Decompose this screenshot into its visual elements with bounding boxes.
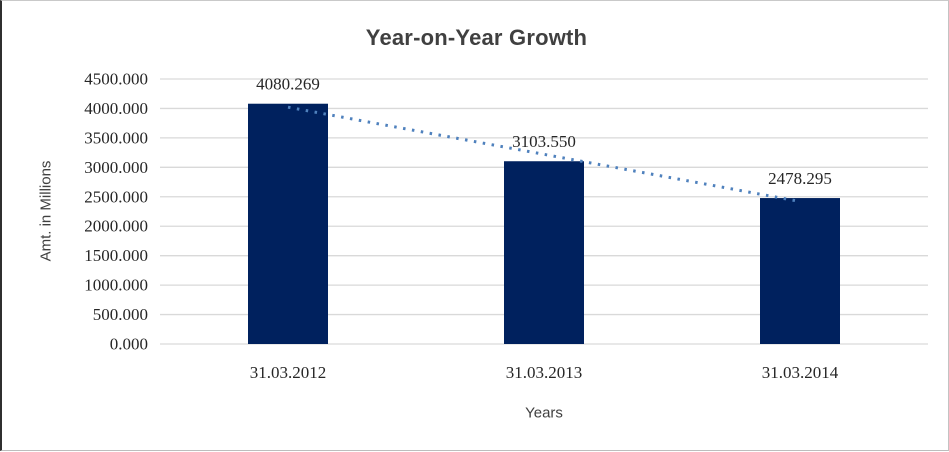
y-tick-label: 3000.000	[84, 158, 148, 177]
y-tick-label: 500.000	[93, 305, 148, 324]
y-tick-label: 0.000	[110, 335, 148, 354]
y-tick-label: 1000.000	[84, 276, 148, 295]
x-tick-label: 31.03.2013	[506, 363, 583, 382]
bar	[760, 198, 840, 344]
x-tick-label: 31.03.2012	[250, 363, 327, 382]
y-tick-label: 1500.000	[84, 246, 148, 265]
y-tick-label: 3500.000	[84, 128, 148, 147]
y-axis-title: Amt. in Millions	[37, 160, 55, 262]
trendline	[287, 105, 801, 203]
bar	[504, 161, 584, 344]
y-tick-label: 4500.000	[84, 70, 148, 89]
data-label: 2478.295	[768, 169, 832, 188]
x-tick-label: 31.03.2014	[762, 363, 839, 382]
data-label: 4080.269	[256, 75, 320, 94]
y-tick-label: 2500.000	[84, 187, 148, 206]
y-tick-label: 4000.000	[84, 99, 148, 118]
y-tick-label: 2000.000	[84, 217, 148, 236]
x-axis-title: Years	[525, 404, 563, 422]
data-label: 3103.550	[512, 132, 576, 151]
chart-title: Year-on-Year Growth	[365, 25, 588, 50]
bar	[248, 103, 328, 344]
